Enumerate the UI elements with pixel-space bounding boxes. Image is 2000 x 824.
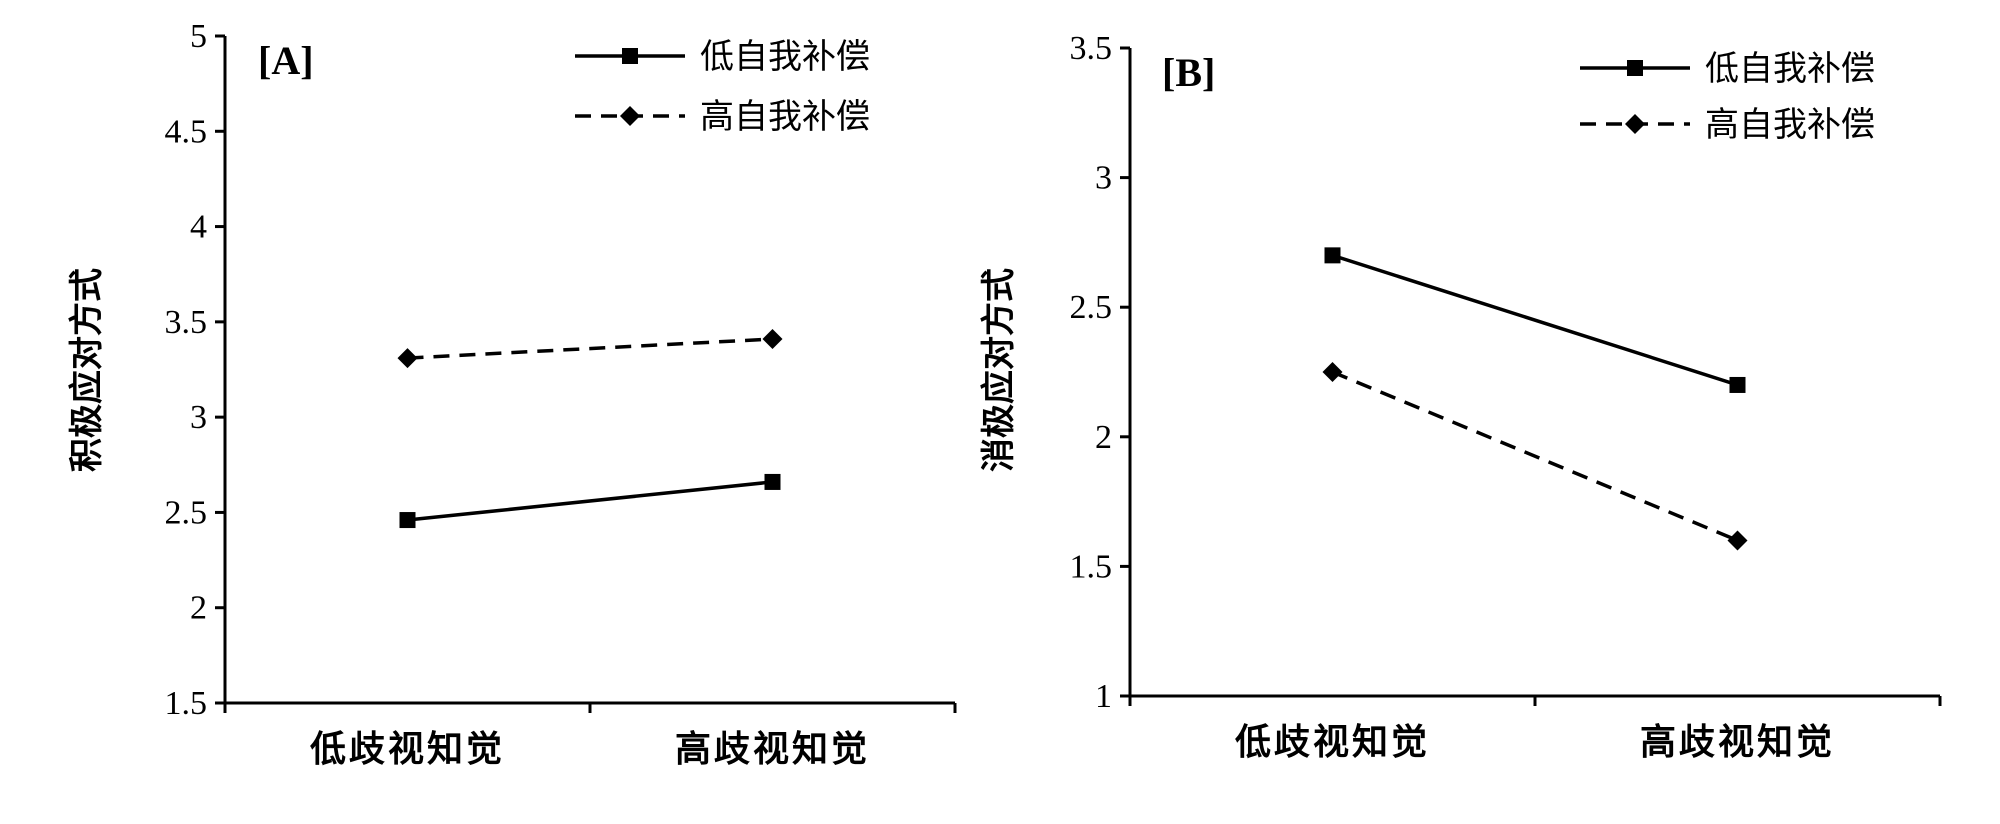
legend-marker [1627, 60, 1643, 76]
legend-marker [622, 48, 638, 64]
legend-label: 高自我补偿 [700, 97, 870, 137]
legend-marker [620, 106, 640, 126]
data-point [1727, 530, 1748, 551]
series-line [1331, 253, 1739, 387]
data-point [397, 348, 418, 369]
series-2 [1322, 362, 1748, 551]
chart-panel-1: 1.5 2 2.5 3 3.5 4 4.5 5 低歧视知觉 高歧视知觉 积极应对方式 [A] 低自我补偿… [67, 18, 957, 770]
data-point [764, 473, 781, 490]
y-tick-label: 1.5 [165, 685, 208, 722]
y-tick-label: 3.5 [165, 304, 208, 341]
x-category-label: 高歧视知觉 [1640, 722, 1835, 763]
legend-entry-1: 低自我补偿 [1580, 49, 1875, 89]
data-point [762, 329, 783, 350]
y-tick-label: 3 [190, 399, 207, 436]
x-category-label: 低歧视知觉 [310, 729, 505, 770]
x-category-label: 高歧视知觉 [675, 729, 870, 770]
legend-entry-2: 高自我补偿 [1580, 105, 1875, 145]
series-line [407, 337, 773, 360]
legend-label: 高自我补偿 [1705, 105, 1875, 145]
legend-label: 低自我补偿 [700, 37, 870, 77]
y-tick-label: 5 [190, 18, 207, 55]
y-axis-label: 消极应对方式 [979, 268, 1019, 472]
y-tick-label: 1 [1095, 678, 1112, 715]
y-tick-label: 2 [190, 590, 207, 627]
legend-label: 低自我补偿 [1705, 49, 1875, 89]
y-tick-label: 2 [1095, 419, 1112, 456]
y-tick-label: 2.5 [1070, 289, 1113, 326]
legend-entry-2: 高自我补偿 [575, 97, 870, 137]
y-tick-label: 2.5 [165, 494, 208, 531]
y-tick-label: 4 [190, 209, 207, 246]
series-line [407, 480, 773, 522]
x-category-label: 低歧视知觉 [1235, 722, 1430, 763]
panel-label: [B] [1162, 50, 1215, 95]
y-tick-label: 3 [1095, 160, 1112, 197]
series-line [1331, 370, 1739, 543]
data-point [1322, 362, 1343, 382]
data-point [1324, 247, 1341, 264]
y-axis-label: 积极应对方式 [67, 268, 107, 472]
legend-marker [1625, 114, 1645, 134]
y-tick-label: 3.5 [1070, 30, 1113, 67]
y-tick-label: 1.5 [1070, 548, 1113, 585]
data-point [1729, 376, 1746, 393]
legend-entry-1: 低自我补偿 [575, 37, 870, 77]
series-2 [397, 329, 783, 369]
series-1 [1324, 247, 1746, 393]
panel-label: [A] [258, 38, 314, 83]
y-tick-label: 4.5 [165, 113, 208, 150]
chart-panel-2: 1 1.5 2 2.5 3 3.5 低歧视知觉 高歧视知觉 消极应对方式 [B] 低自我补偿高自我补… [979, 30, 1942, 763]
data-point [399, 512, 416, 529]
series-1 [399, 473, 781, 529]
